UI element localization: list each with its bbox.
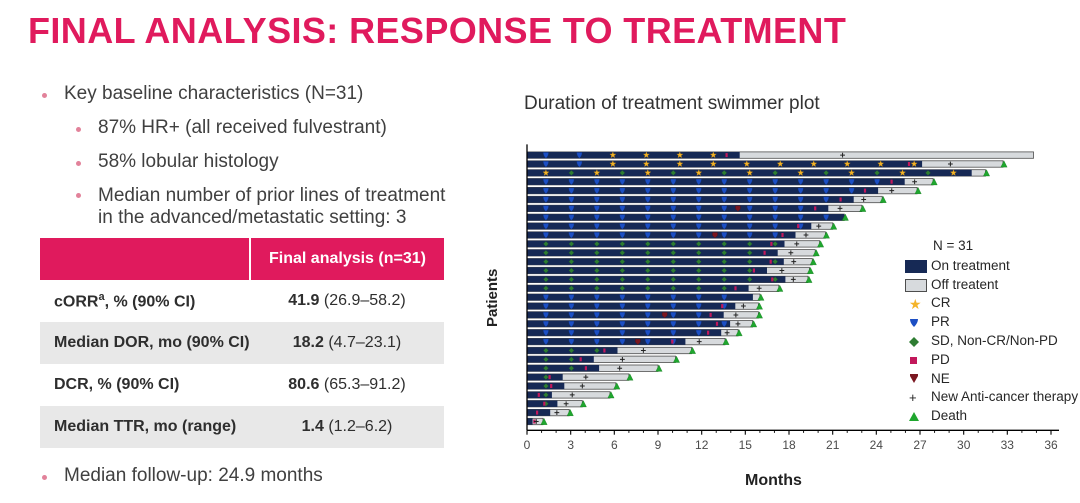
svg-text:3: 3 <box>567 438 574 452</box>
svg-text:33: 33 <box>1001 438 1015 452</box>
svg-text:12: 12 <box>695 438 709 452</box>
svg-text:6: 6 <box>611 438 618 452</box>
svg-text:0: 0 <box>524 438 531 452</box>
svg-text:24: 24 <box>870 438 884 452</box>
svg-text:18: 18 <box>782 438 796 452</box>
svg-text:30: 30 <box>957 438 971 452</box>
svg-text:15: 15 <box>739 438 753 452</box>
svg-text:9: 9 <box>655 438 662 452</box>
svg-text:27: 27 <box>913 438 927 452</box>
svg-text:21: 21 <box>826 438 840 452</box>
svg-text:36: 36 <box>1044 438 1058 452</box>
